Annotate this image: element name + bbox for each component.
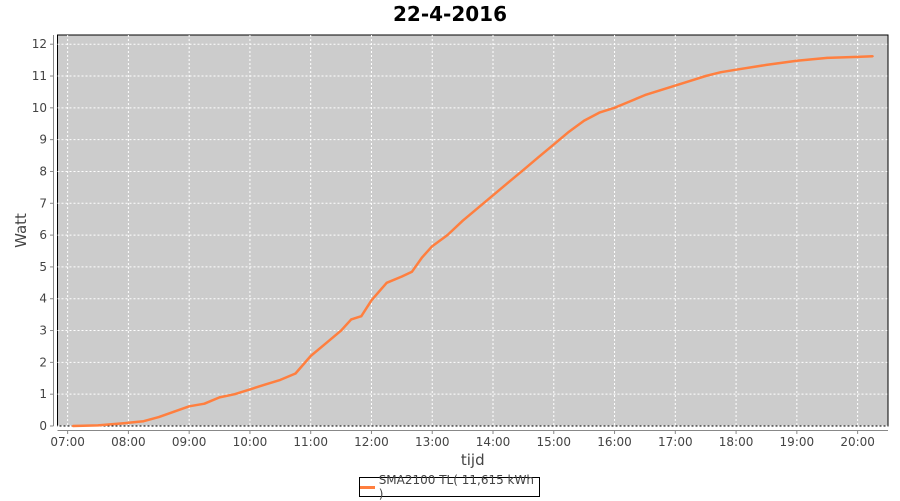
data-point <box>735 68 738 71</box>
x-tick-label: 19:00 <box>780 435 815 449</box>
data-point <box>871 55 874 58</box>
y-tick-label: 1 <box>39 387 47 401</box>
y-tick-label: 0 <box>39 419 47 433</box>
y-tick-label: 2 <box>39 355 47 369</box>
data-point <box>583 119 586 122</box>
data-point <box>350 318 353 321</box>
data-point <box>537 156 540 159</box>
y-tick-label: 3 <box>39 324 47 338</box>
data-point <box>476 207 479 210</box>
data-point <box>233 393 236 396</box>
data-point <box>142 420 145 423</box>
data-point <box>324 342 327 345</box>
y-tick-label: 10 <box>32 101 47 115</box>
x-axis-label: tijd <box>461 451 485 469</box>
data-point <box>795 59 798 62</box>
data-point <box>127 421 130 424</box>
y-tick-label: 9 <box>39 133 47 147</box>
data-point <box>567 130 570 133</box>
x-tick-label: 18:00 <box>719 435 754 449</box>
data-point <box>507 181 510 184</box>
x-tick-label: 20:00 <box>840 435 875 449</box>
data-point <box>421 256 424 259</box>
data-point <box>248 388 251 391</box>
x-tick-label: 16:00 <box>597 435 632 449</box>
data-point <box>400 275 403 278</box>
series-line <box>72 55 873 428</box>
data-point <box>431 245 434 248</box>
legend-label: SMA2100 TL( 11,615 kWh ) <box>378 473 534 501</box>
x-tick-label: 14:00 <box>476 435 511 449</box>
data-point <box>385 281 388 284</box>
data-point <box>719 71 722 74</box>
data-point <box>446 234 449 237</box>
x-tick-label: 17:00 <box>658 435 693 449</box>
y-tick-label: 11 <box>32 69 47 83</box>
data-point <box>157 416 160 419</box>
chart-title: 22-4-2016 <box>392 2 507 26</box>
data-point <box>264 383 267 386</box>
y-axis-label: Watt <box>12 213 30 248</box>
data-point <box>172 410 175 413</box>
data-point <box>628 100 631 103</box>
y-tick-label: 5 <box>39 260 47 274</box>
data-point <box>522 168 525 171</box>
data-point <box>218 396 221 399</box>
legend: SMA2100 TL( 11,615 kWh ) <box>359 473 540 501</box>
x-tick-label: 07:00 <box>50 435 85 449</box>
y-tick-label: 7 <box>39 196 47 210</box>
data-point <box>704 75 707 78</box>
x-tick-label: 09:00 <box>172 435 207 449</box>
data-point <box>71 425 74 427</box>
x-tick-label: 12:00 <box>354 435 389 449</box>
data-point <box>689 79 692 82</box>
data-point <box>410 270 413 273</box>
y-tick-label: 4 <box>39 292 47 306</box>
data-point <box>97 424 100 427</box>
data-point <box>826 56 829 59</box>
y-tick-label: 8 <box>39 164 47 178</box>
x-tick-label: 15:00 <box>536 435 571 449</box>
data-point <box>360 315 363 318</box>
data-point <box>279 378 282 381</box>
data-point <box>598 111 601 114</box>
data-point <box>294 372 297 375</box>
legend-swatch <box>360 485 375 489</box>
y-tick-label: 6 <box>39 228 47 242</box>
data-point <box>856 55 859 58</box>
data-point <box>309 355 312 358</box>
y-tick-label: 12 <box>32 37 47 51</box>
data-point <box>492 194 495 197</box>
data-point <box>188 405 191 408</box>
data-point <box>613 106 616 109</box>
data-point <box>552 143 555 146</box>
x-tick-label: 08:00 <box>111 435 146 449</box>
data-point <box>203 402 206 405</box>
data-point <box>461 219 464 222</box>
x-tick-label: 10:00 <box>233 435 268 449</box>
data-point <box>340 329 343 332</box>
data-point <box>643 94 646 97</box>
data-point <box>674 84 677 87</box>
plot-area <box>57 34 889 427</box>
x-tick-label: 13:00 <box>415 435 450 449</box>
data-point <box>370 299 373 302</box>
data-point <box>659 89 662 92</box>
data-point <box>765 63 768 66</box>
x-tick-label: 11:00 <box>293 435 328 449</box>
